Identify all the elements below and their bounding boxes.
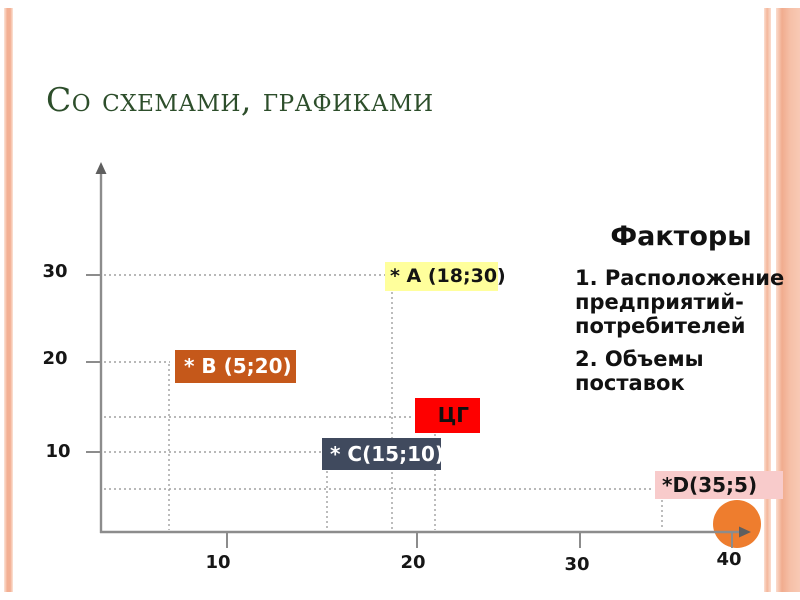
y-axis-label-10: 10 [45,441,71,462]
y-axis-label-20: 20 [42,348,68,369]
factors-item-1-line-1: 1. Расположение [575,266,785,290]
y-axis-label-30: 30 [42,261,68,282]
x-axis-label-10: 10 [205,552,231,573]
left-edge-stripe [4,8,13,592]
point-box-b: * B (5;20) [175,350,296,383]
factors-item-2: 2. Объемы поставок [575,347,704,395]
factors-item-2-line-1: 2. Объемы [575,347,704,371]
factors-heading: Факторы [610,221,752,252]
x-axis-label-40: 40 [716,549,742,570]
factors-item-1-line-3: потребителей [575,314,746,338]
orange-circle-marker [713,500,761,548]
point-box-d: *D(35;5) [655,471,783,499]
x-axis-label-20: 20 [400,552,426,573]
axis-tick-marks [86,274,733,548]
x-axis-label-30: 30 [564,554,590,575]
right-edge-stripe-thin [764,8,771,592]
factors-item-2-line-2: поставок [575,371,685,395]
point-box-cg: ЦГ [415,398,480,433]
point-box-a: * A (18;30) [385,262,506,291]
x-axis-arrow-icon [739,526,751,538]
axes [99,170,741,534]
slide-title: Со схемами, графиками [46,80,434,119]
point-box-c: * C(15;10) [322,438,444,470]
y-axis-arrow-icon [95,162,107,174]
factors-item-1-line-2: предприятий- [575,290,744,314]
factors-item-1: 1. Расположение предприятий- потребителе… [575,266,784,338]
